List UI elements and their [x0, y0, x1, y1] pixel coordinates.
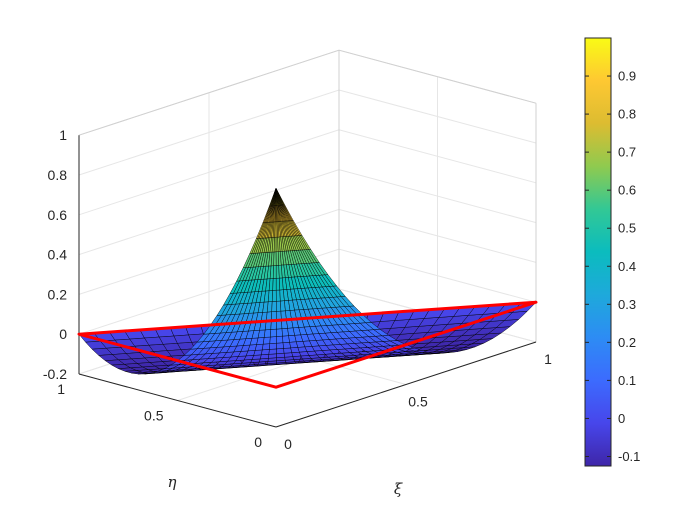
- surface-patch: [276, 348, 285, 355]
- colorbar-tick-label: 0.8: [618, 107, 636, 122]
- surface-patch: [268, 348, 277, 355]
- z-tick-label: -0.2: [43, 366, 67, 382]
- surface-patch: [254, 343, 264, 351]
- y-tick-label: 0: [254, 434, 262, 450]
- x-axis-line: [275, 341, 537, 428]
- colorbar-tick-label: 0.3: [618, 297, 636, 312]
- colorbar-tick-label: 0.2: [618, 335, 636, 350]
- colorbar: -0.1 0 0.1 0.2 0.3 0.4 0.5 0.6 0.7 0.8 0.9: [584, 37, 640, 467]
- wall-grid-line: [78, 49, 537, 136]
- colorbar-tick-label: 0.6: [618, 183, 636, 198]
- surface-patch: [273, 251, 277, 266]
- y-tick-label: 0.5: [144, 408, 164, 424]
- surface-patch: [263, 329, 272, 338]
- surface-patch: [262, 343, 271, 351]
- x-tick-label: 0: [284, 436, 292, 452]
- box-edge: [78, 49, 340, 136]
- y-tick-label: 1: [57, 381, 65, 397]
- surface-patch: [253, 349, 263, 356]
- x-tick-label: 0.5: [408, 394, 428, 410]
- colorbar-tick-label: -0.1: [618, 449, 640, 464]
- z-tick-label: 0: [59, 326, 67, 342]
- wall-grid-line: [78, 129, 537, 216]
- z-tick-label: 0.6: [48, 207, 68, 223]
- surface-patch: [271, 301, 277, 312]
- surface-patch: [272, 265, 277, 279]
- surface-patch: [283, 347, 293, 354]
- surface-patch: [271, 289, 277, 302]
- z-tick-label: 0.4: [48, 247, 68, 263]
- surface-patch: [262, 336, 271, 345]
- box-edge: [338, 49, 537, 104]
- surface-patch: [276, 342, 284, 350]
- colorbar-tick-label: 0.5: [618, 221, 636, 236]
- x-axis-label: ξ: [394, 480, 403, 498]
- z-tick-label: 0.2: [48, 286, 68, 302]
- reference-triangle: [77, 300, 538, 389]
- x-tick-label: 1: [544, 351, 552, 367]
- surface-patch: [273, 236, 277, 253]
- wall-grid-line: [78, 89, 537, 176]
- z-tick-label: 1: [59, 127, 67, 143]
- wall-grid-line: [78, 169, 537, 256]
- colorbar-tick-label: 0: [618, 411, 625, 426]
- y-axis-label: η: [168, 473, 177, 491]
- colorbar-tick-label: 0.9: [618, 69, 636, 84]
- surface-patch: [276, 335, 284, 344]
- surface-patch: [269, 342, 277, 350]
- surface-patch: [272, 278, 277, 291]
- colorbar-tick-label: 0.7: [618, 145, 636, 160]
- surface-patch: [276, 328, 283, 337]
- y-axis-line: [78, 373, 277, 428]
- colorbar-tick-label: 0.1: [618, 373, 636, 388]
- z-tick-label: 0.8: [48, 167, 68, 183]
- reference-triangle-outline: [77, 300, 538, 389]
- surface-patch: [269, 336, 277, 344]
- colorbar-tick-label: 0.4: [618, 259, 636, 274]
- colorbar-gradient: [584, 37, 612, 467]
- surface-mesh: [78, 188, 537, 375]
- surface-patch: [270, 328, 277, 338]
- surface-patch: [266, 301, 273, 313]
- surface-patch: [260, 349, 270, 356]
- surface-patch: [283, 352, 294, 358]
